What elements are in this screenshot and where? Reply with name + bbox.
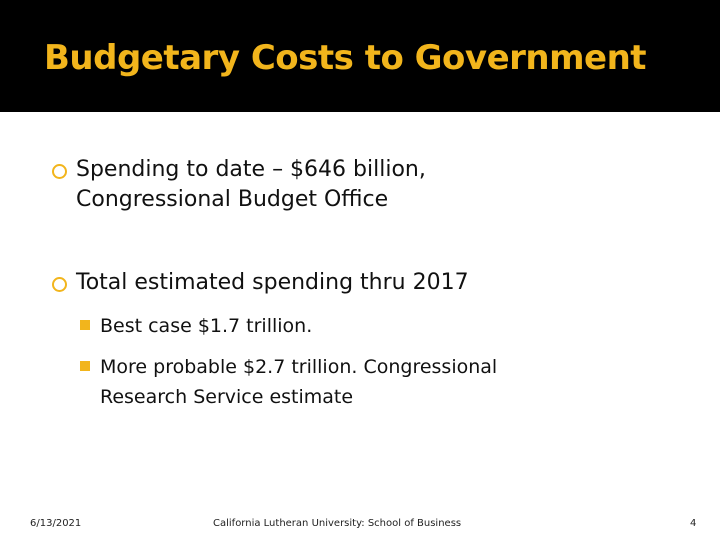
sub-bullet: More probable $2.7 trillion. Congression… bbox=[80, 352, 570, 412]
bullet-text: Spending to date – $646 billion, Congres… bbox=[76, 157, 426, 212]
sub-bullet-text: Best case $1.7 trillion. bbox=[100, 315, 313, 337]
sub-bullet-text: More probable $2.7 trillion. Congression… bbox=[100, 356, 498, 408]
sub-bullet: Best case $1.7 trillion. bbox=[80, 311, 580, 341]
bullet: Total estimated spending thru 2017 bbox=[52, 268, 596, 298]
footer-center: California Lutheran University: School o… bbox=[213, 518, 462, 529]
title-bar bbox=[0, 0, 720, 112]
bullet: Spending to date – $646 billion, Congres… bbox=[52, 155, 526, 215]
bullet-text: Total estimated spending thru 2017 bbox=[76, 270, 469, 295]
footer-date: 6/13/2021 bbox=[30, 518, 82, 529]
page-number: 4 bbox=[690, 518, 697, 529]
title: Budgetary Costs to Government bbox=[44, 38, 647, 78]
